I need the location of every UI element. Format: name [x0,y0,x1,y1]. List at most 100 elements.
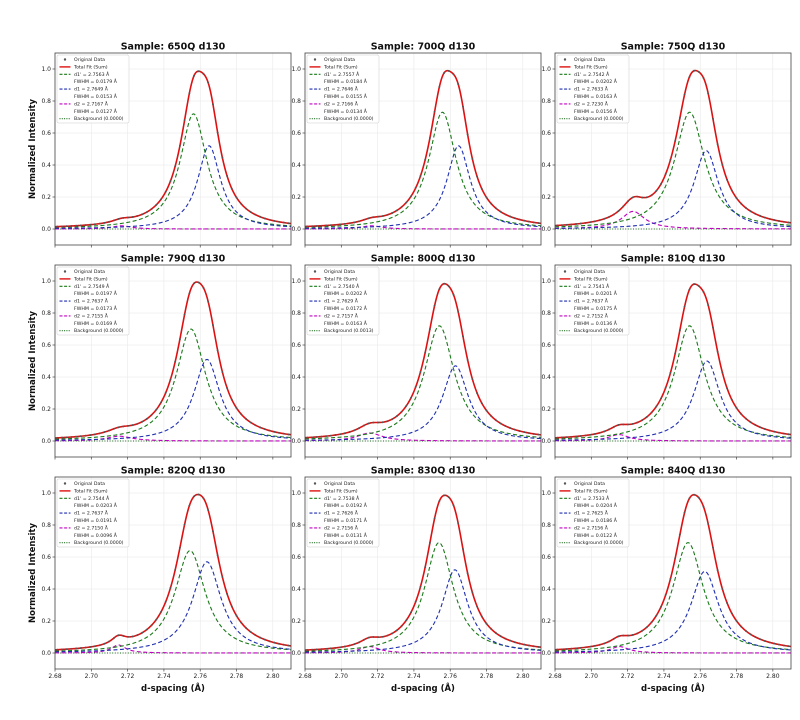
data-point [759,638,762,641]
data-point [377,421,379,424]
chart-panel-2: Sample: 700Q d130 0.0 0.2 0.4 0.6 0.8 1.0 Origi… [291,42,542,248]
series-d1prime-line [55,113,291,228]
series-d1-line [555,570,791,653]
data-point [178,546,181,549]
data-point [112,219,115,222]
data-point [353,221,356,224]
y-tick-label: 0.4 [41,162,51,169]
data-point [235,614,238,617]
plot-area [555,283,791,442]
data-point [575,223,578,225]
data-point [716,569,719,572]
data-point [556,224,559,227]
plot-area [55,70,291,230]
data-point [645,415,648,418]
data-point [537,222,540,224]
axes-frame [554,52,792,246]
data-point [763,428,766,430]
legend-d1prime-fwhm: FWHM = 0.0197 Å [74,290,118,297]
data-point [532,221,535,224]
data-point [235,196,238,199]
data-point [745,417,747,420]
data-point [136,422,139,425]
data-point [414,385,417,388]
data-point [773,219,776,221]
legend-marker [563,270,567,273]
data-point [145,211,148,213]
data-point [334,646,337,649]
axes-frame [304,52,542,246]
data-point [240,202,243,205]
data-point [103,221,106,224]
series-d1-line [555,360,791,441]
x-tick-label: 2.80 [266,673,280,680]
data-point [75,647,78,650]
data-point [65,436,68,439]
data-point [150,413,153,416]
y-tick-label: 0.2 [41,194,51,201]
data-point [754,424,757,426]
data-point [745,207,747,209]
data-point [631,196,634,199]
data-point [310,648,313,651]
data-point [707,523,710,525]
data-point [381,215,384,217]
panel-title: Sample: 810Q d130 [621,254,726,265]
legend-background: Background (0.0013) [324,328,374,334]
data-point [589,645,592,648]
data-point [711,326,714,329]
y-tick-label: 0.6 [291,554,301,561]
data-point [499,635,502,638]
data-point [627,634,629,637]
series-d2-line [555,210,791,230]
y-tick-label: 1.0 [291,66,301,73]
y-axis-label: Normalized Intensity [28,523,38,623]
x-tick-label: 2.72 [621,673,635,680]
data-point [523,431,526,434]
data-point [89,223,92,226]
legend-d1-fwhm: FWHM = 0.0172 Å [324,305,368,312]
data-point [678,533,681,536]
data-point [358,641,361,644]
panel-title: Sample: 800Q d130 [371,254,476,265]
data-point [608,215,611,218]
data-point [89,434,92,437]
data-point [537,645,540,648]
data-point [655,189,658,192]
chart-panel-7: Sample: 820Q d130 0.0 0.2 0.4 0.6 0.8 1.0 2.68 2… [28,466,292,694]
data-point [131,216,134,218]
legend-marker [63,270,67,273]
legend-box [306,266,380,336]
y-tick-label: 0.0 [541,226,551,233]
data-point [75,435,78,438]
data-point [697,70,700,73]
data-point [664,172,667,175]
data-point [513,428,516,431]
data-point [391,418,394,421]
data-point [650,621,653,624]
series-d2-line [305,432,541,442]
legend-d1prime-fwhm: FWHM = 0.0184 Å [324,78,368,85]
data-point [329,434,332,437]
data-point [216,554,219,557]
data-point [768,641,771,644]
data-point [745,630,747,632]
data-point [438,86,441,88]
y-tick-label: 0.8 [41,310,51,317]
legend-d2-fwhm: FWHM = 0.0163 Å [324,320,368,327]
y-tick-label: 1.0 [541,66,551,73]
data-point [622,205,625,208]
data-point [65,225,68,228]
data-point [579,435,582,437]
data-point [84,224,87,227]
data-point [70,436,73,438]
panel-title: Sample: 830Q d130 [371,466,476,477]
data-point [560,436,563,439]
data-point [461,335,464,338]
data-point [131,635,134,638]
data-point [230,398,233,401]
y-tick-label: 0.4 [41,374,51,381]
data-point [89,646,92,648]
data-point [664,386,667,389]
legend-total-fit: Total Fit (Sum) [573,64,608,70]
